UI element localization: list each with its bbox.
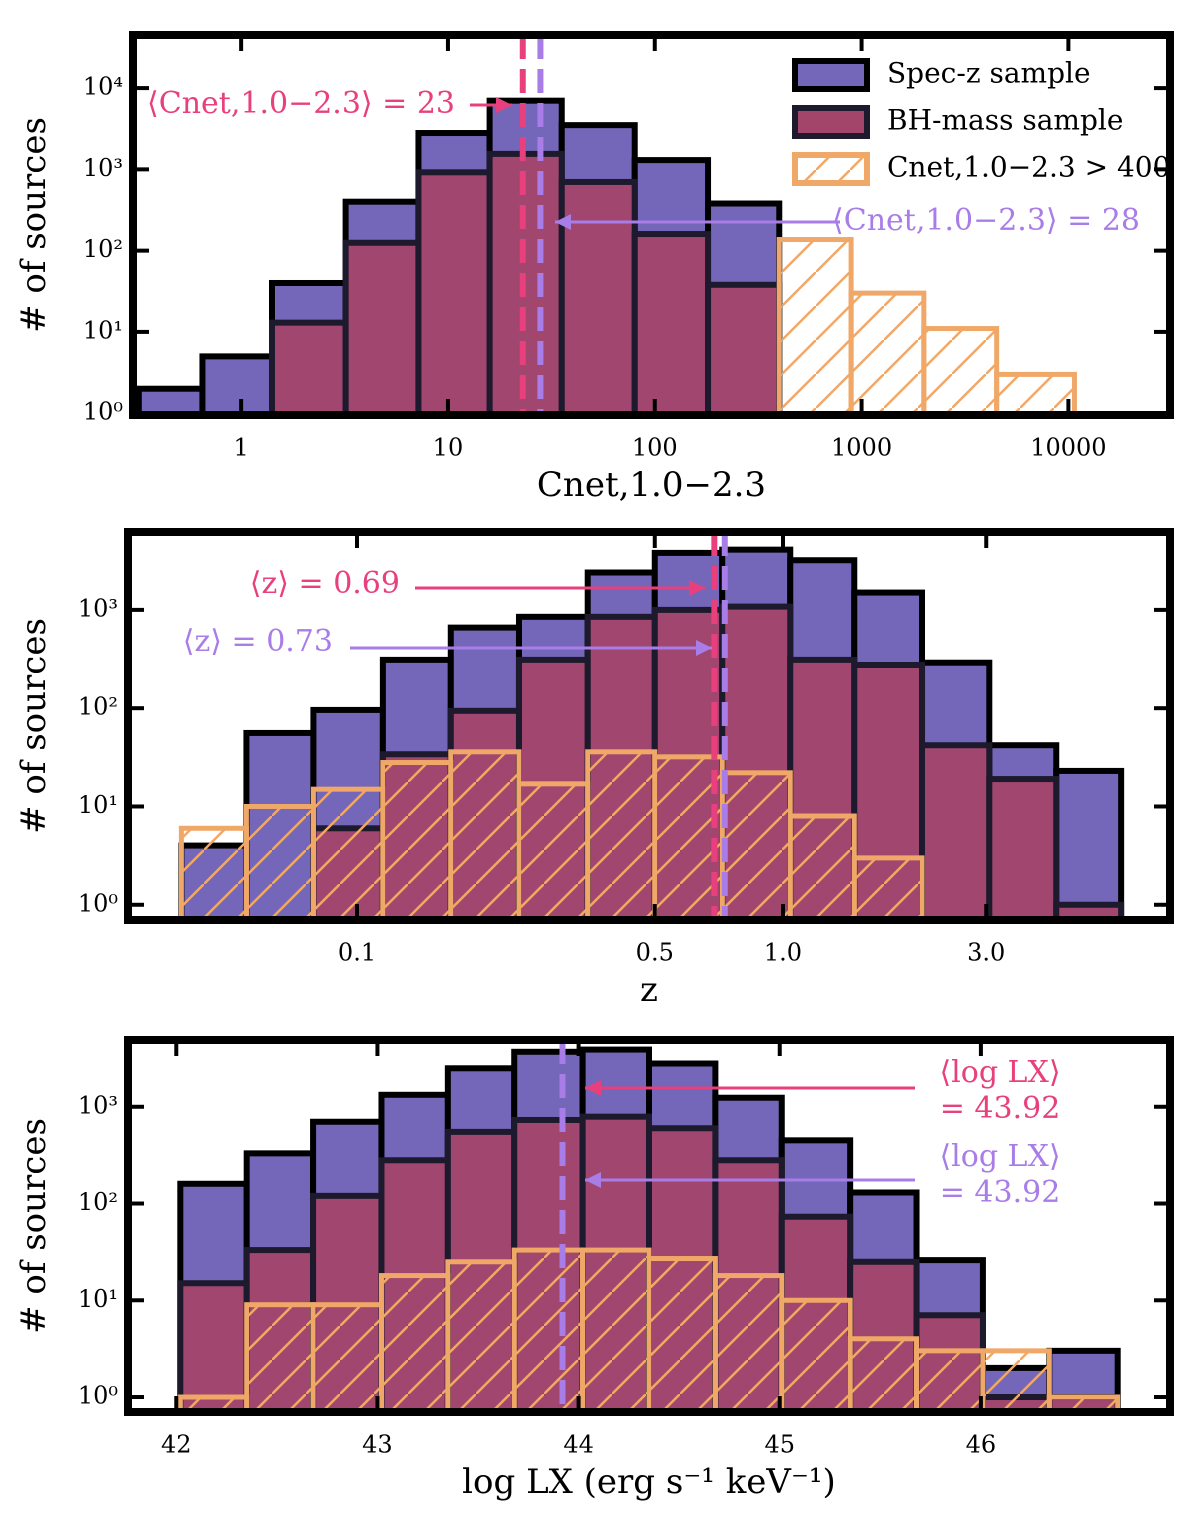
histogram-bar	[342, 239, 422, 418]
y-tick-label: 10⁰	[78, 1382, 118, 1410]
histogram-bar	[585, 749, 658, 923]
axes-frame	[129, 31, 1174, 419]
x-tick-label: 46	[966, 1431, 997, 1459]
legend-label: BH-mass sample	[887, 104, 1123, 137]
histogram-bar	[310, 1302, 384, 1415]
mean-annotation: ⟨z⟩ = 0.73	[183, 624, 333, 659]
legend-swatch	[792, 105, 870, 139]
histogram-bar	[719, 770, 793, 923]
arrow-head	[585, 1080, 601, 1096]
arrow-head	[496, 97, 512, 113]
legend-label: Cnet,1.0−2.3 > 400	[887, 151, 1170, 184]
histogram-bar	[178, 825, 249, 923]
mean-annotation: ⟨log LX⟩	[939, 1139, 1060, 1174]
histogram-bar	[851, 855, 925, 923]
y-tick-label: 10²	[78, 693, 118, 721]
mean-annotation: = 43.92	[940, 1175, 1061, 1210]
histogram-bar	[448, 749, 522, 923]
histogram-bar	[580, 1247, 652, 1415]
histogram-bar	[516, 781, 591, 923]
histogram-bar	[511, 1247, 586, 1415]
histogram-bar	[380, 760, 454, 923]
y-tick-label: 10³	[78, 1091, 118, 1119]
x-tick-label: 3.0	[967, 939, 1005, 967]
x-tick-label: 0.5	[636, 939, 674, 967]
histogram-bar	[199, 353, 275, 419]
y-tick-label: 10⁰	[78, 889, 118, 917]
legend-swatch	[792, 152, 870, 186]
y-tick-label: 10¹	[83, 316, 123, 344]
y-tick-label: 10⁰	[83, 398, 123, 426]
panel: ⟨Cnet,1.0−2.3⟩ = 23 ⟨Cnet,1.0−2.3⟩ = 28 1 1…	[14, 31, 1174, 505]
histogram-bar	[177, 1280, 250, 1415]
histogram-bar	[558, 178, 638, 418]
histogram-bar	[776, 237, 854, 418]
histogram-bar	[1053, 767, 1125, 924]
legend-label: Spec-z sample	[887, 57, 1091, 90]
panel: ⟨z⟩ = 0.69 ⟨z⟩ = 0.73 0.1 0.5 1.0 3.0 10⁰ 10¹ 10…	[14, 528, 1174, 1010]
y-tick-label: 10³	[83, 154, 123, 182]
histogram-bar	[847, 1336, 920, 1415]
histogram-bar	[415, 169, 493, 418]
x-axis-label: log LX (erg s⁻¹ keV⁻¹)	[462, 1462, 836, 1502]
y-tick-label: 10¹	[78, 1285, 118, 1313]
axes-frame	[124, 1036, 1174, 1416]
histogram-bar	[646, 1256, 718, 1415]
histogram-bar	[310, 786, 386, 923]
x-tick-label: 43	[362, 1431, 393, 1459]
arrow-head	[696, 640, 712, 656]
mean-annotation: ⟨log LX⟩	[939, 1055, 1060, 1090]
x-tick-label: 10000	[1030, 434, 1106, 462]
mean-annotation: ⟨Cnet,1.0−2.3⟩ = 23	[147, 86, 455, 121]
histogram-bar	[779, 1297, 853, 1415]
histogram-bar	[986, 776, 1060, 923]
x-tick-label: 45	[764, 1431, 795, 1459]
histogram-bar	[921, 326, 1000, 418]
histogram-bar	[994, 371, 1077, 418]
y-tick-label: 10²	[78, 1188, 118, 1216]
histogram-bar	[848, 290, 927, 418]
x-tick-label: 0.1	[338, 939, 376, 967]
histogram-bar	[268, 319, 349, 419]
x-tick-label: 1.0	[764, 939, 802, 967]
histogram-bar	[712, 1273, 785, 1415]
x-tick-label: 42	[161, 1431, 192, 1459]
x-axis-label: z	[640, 970, 658, 1010]
histogram-bar	[244, 1302, 316, 1415]
arrow-head	[689, 580, 705, 596]
histogram-bar	[787, 813, 857, 923]
histogram-bar	[445, 1259, 517, 1415]
histogram-bar	[378, 1273, 451, 1415]
histogram-bar	[631, 231, 712, 418]
x-tick-label: 1000	[831, 434, 892, 462]
x-axis-label: Cnet,1.0−2.3	[537, 465, 766, 505]
histogram-bar	[243, 803, 316, 923]
histogram-bar	[705, 281, 783, 418]
y-axis-label: # of sources	[14, 117, 54, 333]
y-tick-label: 10³	[78, 594, 118, 622]
y-tick-label: 10²	[83, 235, 123, 263]
arrow-head	[555, 214, 571, 230]
mean-annotation: = 43.92	[940, 1091, 1061, 1126]
x-tick-label: 44	[563, 1431, 594, 1459]
histogram-bar	[919, 742, 993, 923]
mean-annotation: ⟨Cnet,1.0−2.3⟩ = 28	[832, 203, 1140, 238]
y-tick-label: 10⁴	[83, 73, 123, 101]
mean-annotation: ⟨z⟩ = 0.69	[250, 566, 400, 601]
histogram-bar	[980, 1348, 1052, 1415]
y-axis-label: # of sources	[14, 1118, 54, 1334]
x-tick-label: 10	[433, 434, 464, 462]
arrow-head	[585, 1172, 601, 1188]
y-tick-label: 10¹	[78, 791, 118, 819]
legend-swatch	[792, 58, 870, 92]
x-tick-label: 100	[632, 434, 678, 462]
histogram-bar	[914, 1348, 986, 1415]
x-tick-label: 1	[233, 434, 248, 462]
axes-frame	[124, 528, 1174, 924]
y-axis-label: # of sources	[14, 618, 54, 834]
